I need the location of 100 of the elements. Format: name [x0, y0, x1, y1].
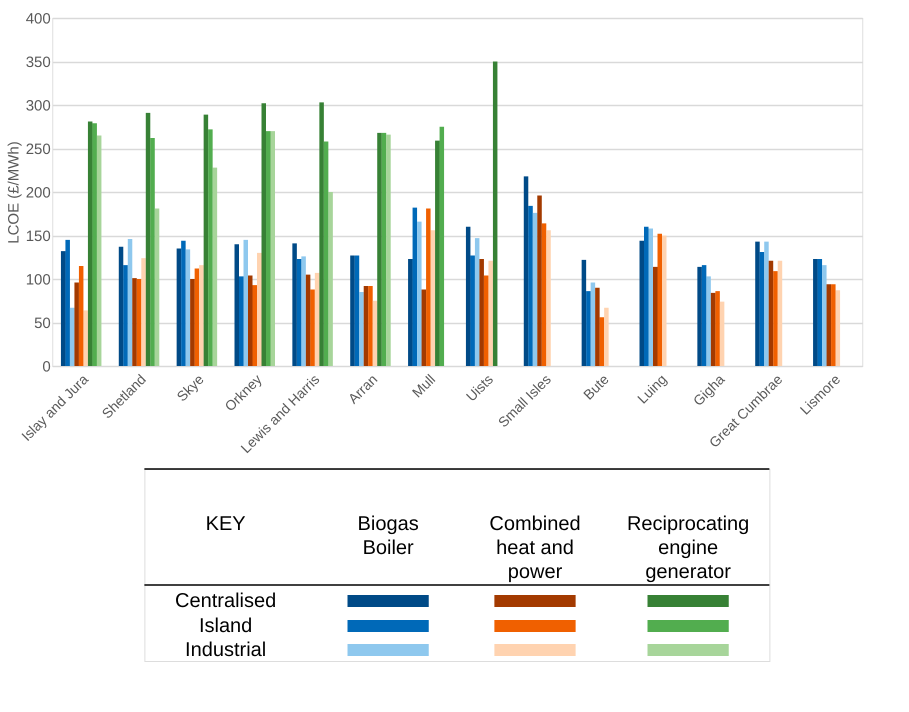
y-axis-title: LCOE (£/MWh) — [6, 141, 23, 244]
bar — [430, 230, 436, 366]
bar — [257, 252, 262, 366]
y-tick-label: 250 — [26, 141, 51, 158]
bar — [372, 300, 378, 366]
text: Biogas Boiler — [358, 513, 419, 559]
bar — [706, 276, 711, 366]
bar — [128, 238, 132, 366]
bar — [204, 114, 208, 366]
bar — [244, 240, 248, 366]
bar — [181, 240, 186, 366]
bar — [595, 288, 600, 366]
bar — [78, 266, 84, 366]
bar — [132, 278, 137, 366]
bar — [212, 168, 218, 366]
bar — [239, 276, 244, 366]
bar — [252, 285, 257, 366]
bar — [368, 286, 373, 366]
bar — [306, 274, 310, 366]
bar — [96, 135, 102, 366]
bar — [118, 246, 124, 366]
text: Island — [198, 615, 252, 637]
bar — [364, 286, 368, 366]
bar — [70, 308, 74, 366]
bar — [426, 208, 431, 366]
bar — [234, 244, 239, 366]
bar — [270, 131, 275, 366]
bar — [831, 284, 836, 366]
text: Combined heat and power — [489, 513, 581, 583]
bar — [266, 131, 270, 366]
bar — [768, 260, 774, 366]
bar — [190, 279, 195, 366]
bar — [662, 236, 666, 366]
bar — [154, 208, 160, 366]
bar — [382, 132, 386, 366]
text: Reciprocating engine generator — [626, 513, 750, 583]
y-tick-label: 200 — [26, 184, 51, 202]
bar — [818, 258, 822, 366]
bar — [194, 268, 200, 366]
bar — [301, 256, 306, 366]
bar — [176, 248, 182, 366]
bar — [600, 317, 604, 366]
bar — [136, 279, 142, 366]
bar — [702, 265, 706, 366]
bar — [760, 252, 764, 366]
bar — [92, 123, 97, 366]
bar — [778, 260, 782, 366]
bar — [715, 291, 720, 366]
y-tick-label: 400 — [26, 10, 51, 28]
bar — [658, 234, 662, 366]
bar — [377, 132, 382, 366]
bar — [586, 291, 591, 366]
bar — [208, 129, 213, 366]
x-tick-label: Bute — [580, 370, 612, 403]
y-tick-label: 150 — [26, 228, 51, 245]
y-tick-label: 350 — [26, 54, 51, 71]
text: Industrial — [185, 639, 266, 661]
bar — [350, 256, 355, 366]
bar — [479, 258, 484, 366]
text: KEY — [206, 513, 246, 535]
bar — [826, 284, 832, 366]
bar — [324, 142, 328, 366]
bar — [150, 138, 155, 366]
bar — [697, 266, 702, 366]
y-tick-label: 100 — [26, 272, 51, 288]
bar — [408, 258, 413, 366]
bar — [524, 176, 528, 366]
bar — [542, 223, 546, 366]
bar — [65, 240, 70, 366]
bar — [417, 222, 422, 366]
bar — [422, 289, 426, 366]
bar — [435, 140, 440, 366]
bar — [310, 289, 315, 366]
bar — [813, 258, 818, 366]
y-tick-label: 300 — [26, 98, 51, 114]
bar — [319, 102, 324, 366]
bar — [836, 290, 840, 366]
bar — [582, 260, 586, 366]
bar — [648, 228, 653, 366]
bar — [314, 272, 320, 366]
bar — [755, 242, 760, 366]
bar — [640, 240, 644, 366]
bar — [653, 266, 658, 366]
bar — [123, 265, 128, 366]
bar — [83, 310, 88, 366]
text: Centralised — [175, 590, 276, 612]
bar — [710, 292, 716, 366]
bar — [492, 62, 498, 366]
y-tick-label: 50 — [34, 315, 51, 332]
bar — [296, 258, 302, 366]
bar — [440, 126, 444, 366]
bar — [488, 260, 493, 366]
bar — [590, 282, 596, 366]
bar — [470, 256, 475, 366]
bar — [88, 122, 92, 366]
bar — [466, 226, 470, 366]
bar — [644, 226, 648, 366]
bar — [328, 192, 333, 366]
bar — [186, 249, 190, 366]
bar — [146, 112, 150, 366]
